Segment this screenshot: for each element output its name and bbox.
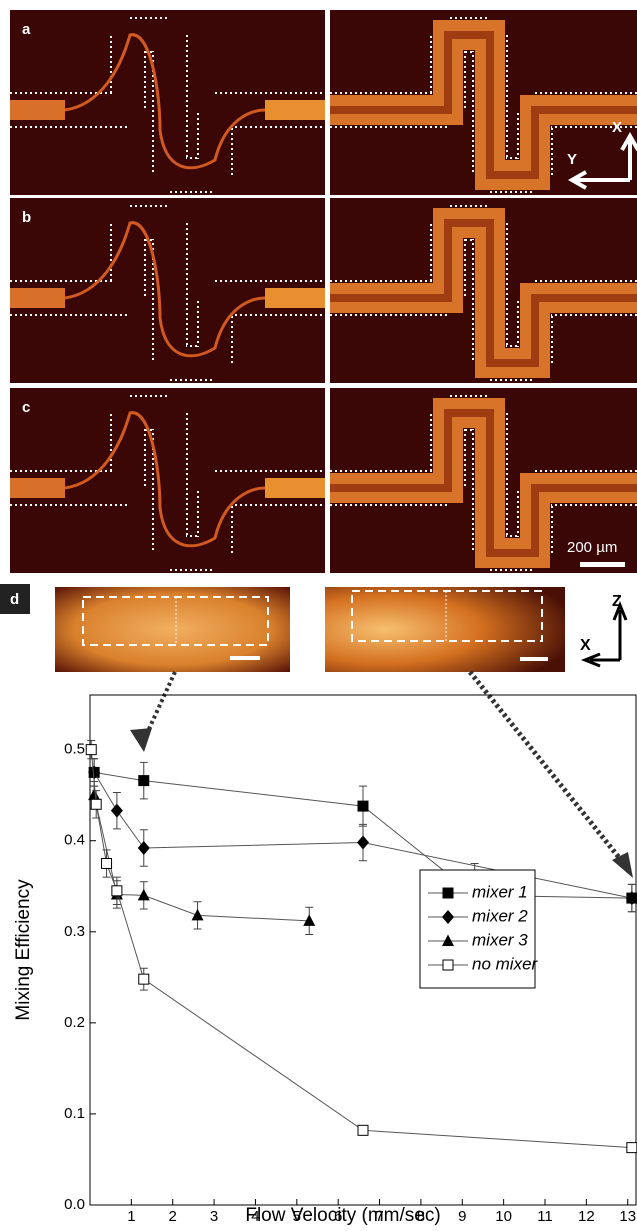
axis-label: X [580, 637, 591, 654]
axis-label: Y [567, 151, 577, 168]
y-axis-label: Mixing Efficiency [13, 879, 34, 1021]
axis-label: X [612, 119, 622, 136]
marker [358, 801, 368, 811]
marker [192, 909, 204, 921]
marker [102, 858, 112, 868]
x-tick-label: 12 [578, 1208, 595, 1225]
legend-label: no mixer [472, 954, 539, 973]
marker [358, 1125, 368, 1135]
marker [138, 841, 150, 855]
marker [112, 886, 122, 896]
axis-label: Z [612, 593, 622, 610]
insets: d Z X [0, 584, 633, 878]
scale-bar-label: 200 µm [567, 539, 617, 556]
marker [139, 776, 149, 786]
x-axis-label: Flow Velocity (mm/sec) [245, 1205, 440, 1226]
legend: mixer 1 mixer 2 mixer 3 no mixer [420, 870, 539, 988]
panel-label: a [22, 21, 31, 38]
legend-marker [443, 960, 453, 970]
legend-label: mixer 3 [472, 930, 528, 949]
figure: a b c X Y 200 µm d Z X 0.0 0.1 0.2 0.3 0.4 0.… [0, 0, 637, 1226]
x-tick-label: 1 [127, 1208, 135, 1225]
panel-label: c [22, 399, 30, 416]
marker [91, 799, 101, 809]
y-tick-label: 0.1 [64, 1105, 85, 1122]
marker [111, 804, 123, 818]
y-tick-label: 0.0 [64, 1196, 85, 1213]
x-tick-label: 9 [458, 1208, 466, 1225]
y-tick-label: 0.5 [64, 741, 85, 758]
y-tick-label: 0.3 [64, 923, 85, 940]
x-tick-label: 2 [169, 1208, 177, 1225]
marker [139, 974, 149, 984]
legend-label: mixer 2 [472, 906, 528, 925]
marker [86, 745, 96, 755]
x-tick-label: 3 [210, 1208, 218, 1225]
marker [138, 889, 150, 901]
legend-marker [443, 888, 453, 898]
panel-label: b [22, 209, 31, 226]
legend-label: mixer 1 [472, 882, 528, 901]
marker [357, 836, 369, 850]
microscope-panels: a b c X Y 200 µm [10, 10, 637, 573]
x-tick-label: 10 [495, 1208, 512, 1225]
x-tick-label: 11 [537, 1208, 553, 1225]
x-tick-label: 13 [619, 1208, 636, 1225]
panel-label: d [10, 591, 19, 608]
y-tick-label: 0.2 [64, 1014, 85, 1031]
series-line [94, 795, 309, 921]
marker [627, 1143, 637, 1153]
marker [303, 914, 315, 926]
y-tick-label: 0.4 [64, 832, 85, 849]
